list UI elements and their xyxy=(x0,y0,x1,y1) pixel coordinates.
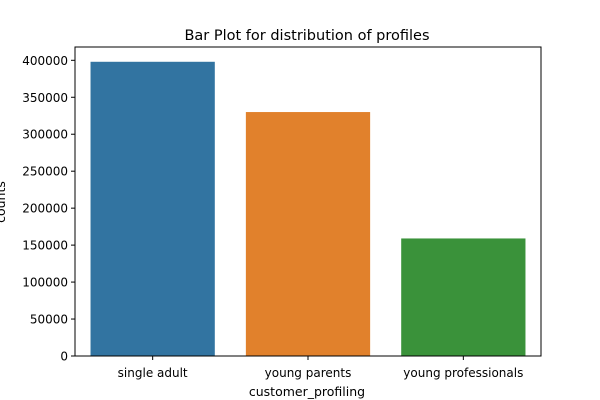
y-tick-label: 200000 xyxy=(22,202,68,216)
y-tick-label: 400000 xyxy=(22,54,68,68)
chart-title: Bar Plot for distribution of profiles xyxy=(184,28,429,44)
bar-young-parents xyxy=(245,112,371,356)
y-tick-label: 350000 xyxy=(22,91,68,105)
x-tick-label: single adult xyxy=(118,366,188,380)
plot-frame xyxy=(74,46,542,357)
y-tick-label: 100000 xyxy=(22,276,68,290)
x-tick-label: young professionals xyxy=(403,366,523,380)
y-axis-ticks: 0 50000 100000 150000 200000 250000 300000 3500… xyxy=(22,54,75,364)
y-tick-label: 50000 xyxy=(30,313,68,327)
y-tick-label: 0 xyxy=(60,350,68,364)
x-axis-ticks: single adult young parents young professio… xyxy=(118,356,523,380)
y-tick-label: 150000 xyxy=(22,239,68,253)
x-axis-label: customer_profiling xyxy=(249,384,365,399)
x-tick-label: young parents xyxy=(265,366,352,380)
y-tick-label: 300000 xyxy=(22,128,68,142)
bar-young-professionals xyxy=(401,238,526,356)
bar-single-adult xyxy=(90,61,215,356)
bars-group xyxy=(90,61,526,356)
y-axis-label: counts xyxy=(0,181,8,223)
y-tick-label: 250000 xyxy=(22,165,68,179)
